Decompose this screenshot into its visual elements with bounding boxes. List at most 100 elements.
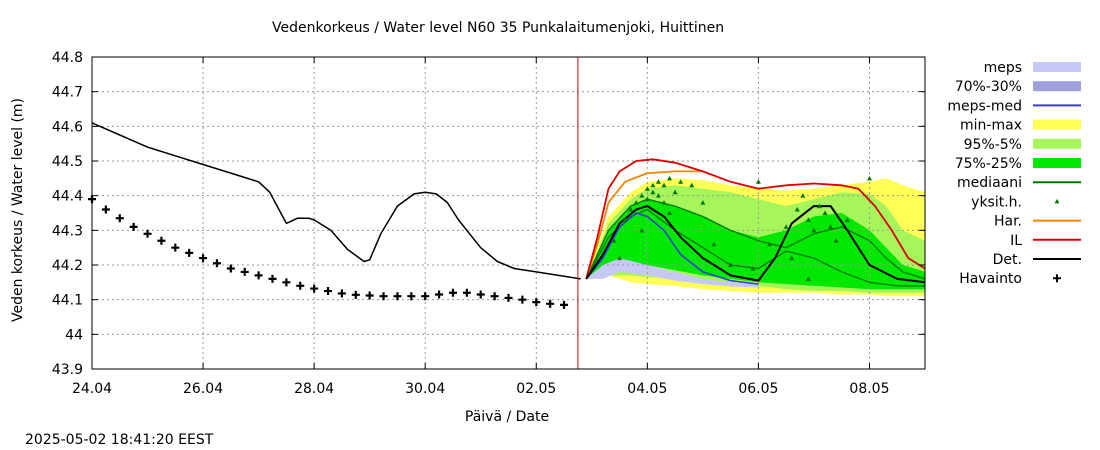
yksit-point [644, 186, 650, 191]
series-lines [88, 57, 926, 369]
legend-label-havainto: Havainto [959, 271, 1022, 287]
havainto-point [310, 284, 319, 293]
legend: meps 70%-30% meps-med min-max 95%-5% 75%-25% m… [947, 60, 1081, 287]
yksit-point [617, 255, 623, 261]
havainto-point [407, 292, 416, 301]
legend-swatch-p95_5 [1033, 138, 1081, 149]
x-tick-label: 06.05 [738, 381, 778, 397]
y-tick-label: 44.6 [52, 119, 83, 135]
yksit-point [611, 238, 617, 243]
havainto-point [379, 292, 388, 301]
yksit-point [639, 227, 645, 233]
legend-label-meps_med: meps-med [947, 98, 1022, 114]
yksit-point [622, 217, 628, 222]
y-tick-label: 44 [65, 327, 83, 343]
yksit-point [711, 241, 717, 247]
havainto-point [435, 290, 444, 299]
havainto-point [226, 264, 235, 273]
x-tick-label: 08.05 [849, 381, 889, 397]
yksit-point [805, 276, 811, 281]
havainto-point [115, 214, 124, 223]
havainto-point [365, 291, 374, 300]
yksit-point [755, 179, 761, 184]
yksit-point [816, 203, 822, 209]
yksit-point [678, 179, 684, 184]
havainto-point [199, 254, 208, 263]
legend-swatch-p70_30 [1033, 81, 1081, 92]
yksit-point [661, 200, 667, 205]
x-tick-label: 26.04 [183, 381, 223, 397]
yksit-point [750, 265, 756, 271]
yksit-point [789, 255, 795, 261]
legend-label-har: Har. [994, 214, 1022, 230]
yksit-point [767, 241, 773, 247]
havainto-point [476, 290, 485, 299]
legend-label-minmax: min-max [960, 118, 1022, 134]
yksit-point [672, 189, 678, 195]
yksit-point [700, 200, 706, 205]
havainto-point [546, 299, 555, 308]
yksit-point [805, 217, 811, 222]
yksit-point [650, 182, 656, 188]
havainto-point [254, 271, 263, 280]
legend-label-meps: meps [984, 60, 1022, 76]
yksit-point [639, 193, 645, 198]
havainto-point [518, 295, 527, 304]
y-tick-label: 44.2 [52, 258, 83, 274]
yksit-point [800, 193, 806, 198]
yksit-point [783, 224, 789, 229]
havainto-point [129, 222, 138, 231]
havainto-point [532, 298, 541, 307]
yksit-point [650, 189, 656, 195]
y-tick-label: 44.3 [52, 223, 83, 239]
havainto-point [324, 287, 333, 295]
havainto-point [157, 236, 166, 245]
havainto-point [448, 288, 457, 297]
yksit-point [628, 207, 634, 212]
yksit-point [866, 175, 872, 181]
legend-label-mediaani: mediaani [957, 175, 1022, 191]
meps-med-line [585, 212, 759, 285]
havainto-point [240, 267, 249, 276]
havainto-point [296, 281, 305, 290]
legend-label-p70_30: 70%-30% [955, 79, 1022, 95]
havainto-point [421, 292, 430, 301]
havainto-point [560, 300, 569, 309]
y-tick-label: 44.7 [52, 85, 83, 101]
chart-title: Vedenkorkeus / Water level N60 35 Punkal… [272, 20, 724, 36]
yksit-point [644, 196, 650, 202]
x-tick-label: 30.04 [405, 381, 445, 397]
havainto-point [504, 293, 513, 302]
yksit-point [689, 182, 695, 188]
legend-label-det: Det. [993, 252, 1022, 268]
y-tick-label: 44.1 [52, 293, 83, 309]
det-line [585, 205, 926, 284]
legend-label-p75_25: 75%-25% [955, 156, 1022, 172]
x-tick-label: 04.05 [627, 381, 667, 397]
havainto-point [351, 290, 360, 299]
y-axis-label: Veden korkeus / Water level (m) [10, 98, 26, 322]
x-tick-label: 28.04 [294, 381, 334, 397]
legend-swatch-havainto [1053, 274, 1061, 283]
x-tick-label: 24.04 [72, 381, 112, 397]
havainto-point [185, 248, 194, 257]
y-tick-label: 44.8 [52, 50, 83, 66]
yksit-point [833, 238, 839, 243]
yksit-point [822, 210, 828, 215]
legend-swatch-p75_25 [1033, 158, 1081, 168]
simulated-history-line [91, 122, 581, 280]
yksit-point [655, 179, 661, 184]
havainto-point [143, 229, 152, 238]
havainto-point [282, 278, 291, 287]
legend-label-yksit: yksit.h. [971, 194, 1022, 210]
havainto-point [268, 274, 277, 283]
yksit-point [655, 193, 661, 198]
axes: 43.9 44 44.1 44.2 44.3 44.4 44.5 44.6 44.7 44.8 24… [52, 50, 926, 397]
yksit-point [844, 217, 850, 222]
havainto-point [393, 292, 402, 301]
yksit-point [828, 224, 834, 229]
plot-frame [91, 56, 926, 370]
havainto-point [462, 288, 471, 297]
yksit-point [667, 175, 673, 181]
